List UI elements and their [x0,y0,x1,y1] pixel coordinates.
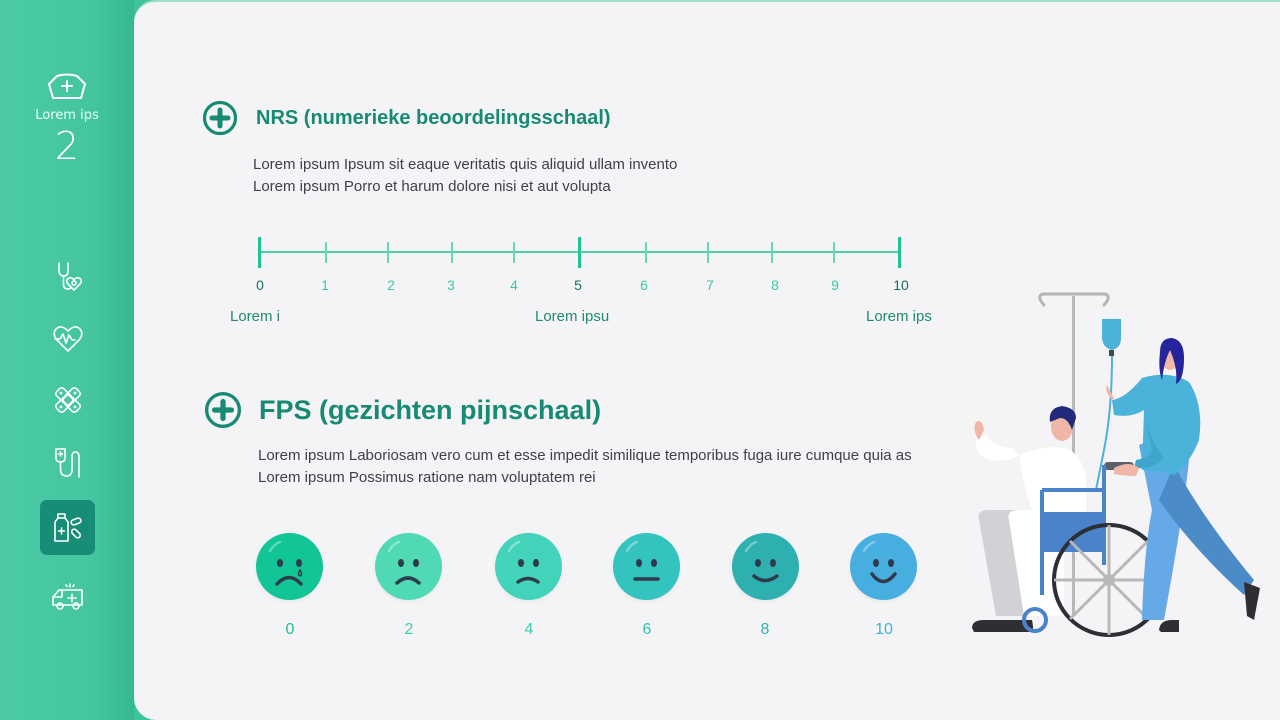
nrs-tick-label: 9 [831,277,839,293]
nrs-description-line-1: Lorem ipsum Ipsum sit eaque veritatis qu… [253,156,678,173]
face-neutral-6 [613,533,680,600]
nrs-tick-label: 6 [640,277,648,293]
nurse-cap-icon [48,73,86,99]
slightly-sad-face-icon [507,540,540,584]
bandage-icon [54,386,81,413]
face-value-label: 10 [875,621,893,638]
nrs-title-text: NRS (numerieke beoordelingsschaal) [256,106,611,129]
face-happy-10 [850,533,917,600]
sidebar-item-heartbeat[interactable] [40,310,95,365]
nrs-tick-0 [258,237,261,268]
nrs-tick-label: 5 [574,277,582,293]
face-value-label: 2 [404,621,414,638]
fps-section-title: FPS (gezichten pijnschaal) [204,391,601,429]
fps-title-text: FPS (gezichten pijnschaal) [259,394,602,425]
nrs-tick-10 [898,237,901,268]
medicine-pills-icon [53,512,82,542]
nrs-tick-label: 7 [706,277,714,293]
face-sad-2 [375,533,442,600]
sidebar-item-iv-drip[interactable] [40,435,95,490]
face-crying-0 [256,533,323,600]
face-value-label: 0 [285,621,295,638]
iv-drip-icon [54,447,80,478]
sidebar-label: Lorem ips [35,108,99,123]
fps-description: Lorem ipsum Laboriosam vero cum et esse … [258,445,912,489]
nrs-anchor-low: Lorem i [230,308,281,325]
face-value-label: 4 [524,621,534,638]
fps-description-line-2: Lorem ipsum Possimus ratione nam volupta… [258,469,596,486]
face-value-label: 8 [760,621,770,638]
nrs-tick-label: 10 [893,277,909,293]
sidebar-item-medicine[interactable] [40,500,95,555]
nrs-tick-label: 8 [771,277,779,293]
sidebar: Lorem ips 2 [0,0,134,720]
nrs-tick-4 [513,242,515,263]
plus-circle-icon [204,391,242,429]
nrs-tick-label: 4 [510,277,518,293]
crying-face-icon [268,540,303,586]
nrs-tick-label: 1 [321,277,329,293]
plus-circle-icon [202,100,238,136]
nrs-anchor-high: Lorem ips [866,308,932,325]
smile-face-icon [744,540,779,583]
nrs-tick-2 [387,242,389,263]
nrs-description-line-2: Lorem ipsum Porro et harum dolore nisi e… [253,178,611,195]
face-value-label: 6 [642,621,652,638]
neutral-face-icon [625,540,660,581]
heartbeat-icon [52,325,83,352]
nrs-tick-1 [325,242,327,263]
nrs-tick-label: 2 [387,277,395,293]
sidebar-item-bandage[interactable] [40,372,95,427]
sad-face-icon [387,540,421,585]
ambulance-icon [51,582,83,610]
nrs-anchor-mid: Lorem ipsu [535,308,610,325]
sidebar-item-ambulance[interactable] [40,567,95,622]
nrs-tick-label: 3 [447,277,455,293]
nrs-tick-6 [645,242,647,263]
content-panel: NRS (numerieke beoordelingsschaal) Lorem… [134,0,1280,720]
sidebar-item-stethoscope[interactable] [40,248,95,303]
nrs-tick-9 [833,242,835,263]
nurse-wheelchair-illustration [972,292,1260,637]
nrs-description: Lorem ipsum Ipsum sit eaque veritatis qu… [253,154,677,198]
nrs-tick-8 [771,242,773,263]
sidebar-header: Lorem ips 2 [0,72,134,167]
nrs-tick-5 [578,237,581,268]
nrs-tick-7 [707,242,709,263]
nrs-tick-3 [451,242,453,263]
stethoscope-heart-icon [57,261,82,291]
sidebar-number: 2 [54,124,80,168]
nrs-tick-label: 0 [256,277,264,293]
face-smile-8 [732,533,799,600]
happy-face-icon [862,540,897,584]
nrs-section-title: NRS (numerieke beoordelingsschaal) [202,100,611,136]
fps-description-line-1: Lorem ipsum Laboriosam vero cum et esse … [258,447,912,464]
face-slightly-sad-4 [495,533,562,600]
